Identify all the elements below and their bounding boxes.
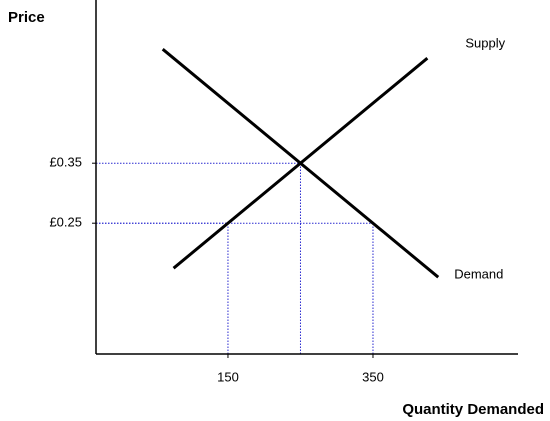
y-axis-label: Price: [8, 9, 45, 26]
x-axis-label: Quantity Demanded: [402, 401, 544, 418]
series-label: Supply: [465, 36, 505, 51]
y-tick-label: £0.35: [49, 155, 82, 170]
x-tick-label: 350: [362, 369, 384, 384]
y-tick-label: £0.25: [49, 215, 82, 230]
series-label: Demand: [454, 267, 503, 282]
x-tick-label: 150: [217, 369, 239, 384]
series-line: [161, 48, 440, 279]
